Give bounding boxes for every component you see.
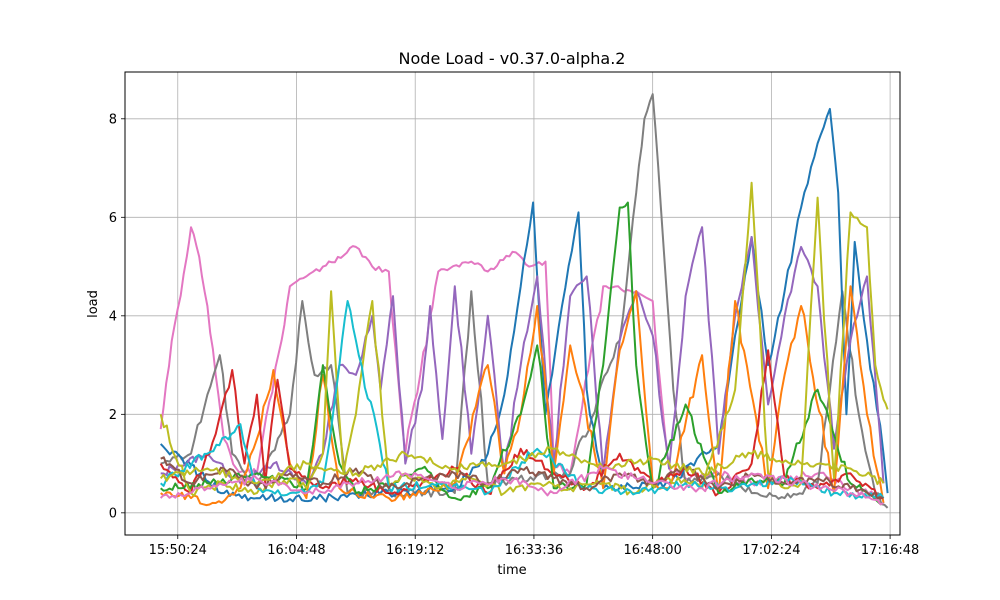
series-line bbox=[159, 349, 884, 500]
x-axis-label: time bbox=[497, 563, 526, 578]
series-line bbox=[159, 446, 885, 486]
series-line bbox=[160, 201, 884, 506]
x-tick-label: 17:16:48 bbox=[861, 543, 919, 558]
x-tick-label: 17:02:24 bbox=[742, 543, 800, 558]
y-tick-label: 2 bbox=[109, 408, 117, 423]
series-layer bbox=[159, 93, 889, 509]
y-tick-label: 4 bbox=[109, 309, 117, 324]
x-tick-label: 16:33:36 bbox=[505, 543, 563, 558]
series-line bbox=[159, 181, 889, 497]
chart-title: Node Load - v0.37.0-alpha.2 bbox=[399, 49, 626, 68]
series-line bbox=[160, 300, 885, 500]
series-line bbox=[160, 285, 885, 507]
series-line bbox=[159, 464, 884, 506]
y-tick-label: 6 bbox=[109, 211, 117, 226]
x-tick-label: 16:48:00 bbox=[623, 543, 681, 558]
x-tick-label: 15:50:24 bbox=[149, 543, 207, 558]
y-axis-label: load bbox=[86, 290, 101, 318]
ticks: 15:50:24 16:04:48 16:19:12 16:33:36 16:48:00… bbox=[109, 112, 920, 558]
y-tick-label: 8 bbox=[109, 112, 117, 127]
x-tick-label: 16:04:48 bbox=[267, 543, 325, 558]
plot-frame bbox=[124, 71, 901, 536]
x-tick-label: 16:19:12 bbox=[386, 543, 444, 558]
series-line bbox=[159, 107, 889, 503]
y-tick-label: 0 bbox=[109, 506, 117, 521]
